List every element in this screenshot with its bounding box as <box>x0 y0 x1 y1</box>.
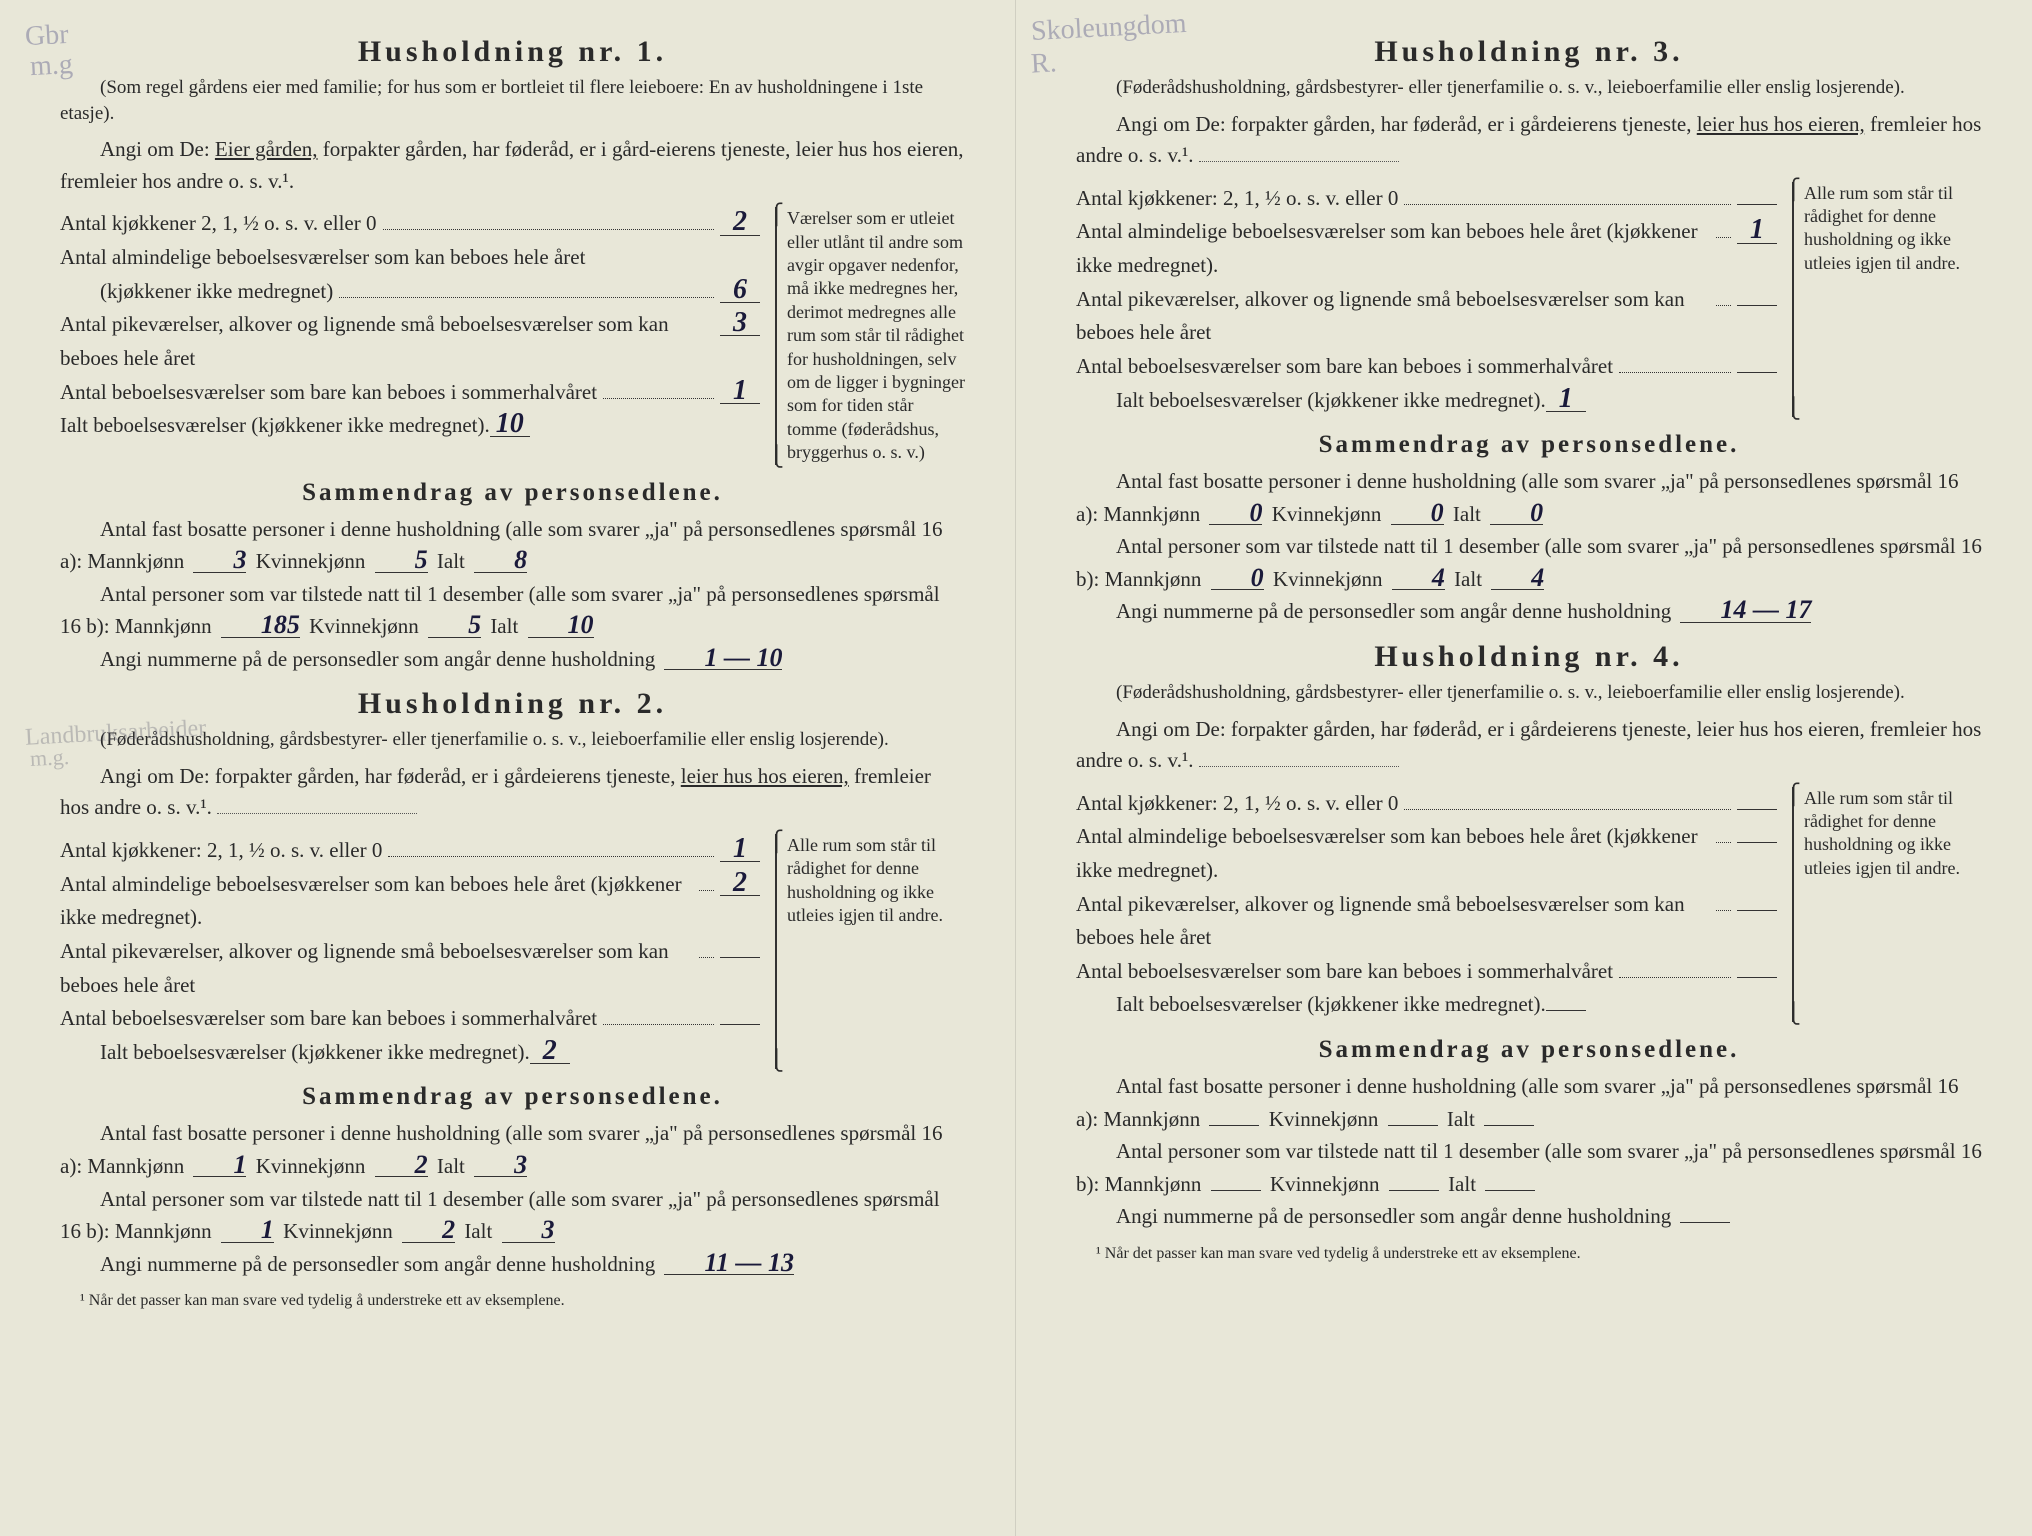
intro-text: (Som regel gårdens eier med familie; for… <box>60 75 965 126</box>
pencil-note: Gbr <box>24 19 69 53</box>
perm-t: 8 <box>474 548 527 572</box>
summer-value <box>720 1024 760 1025</box>
pencil-note: m.g. <box>29 744 69 772</box>
right-page: Skoleungdom R. Husholdning nr. 3. (Føder… <box>1016 0 2032 1536</box>
num-line: Angi nummerne på de personsedler som ang… <box>60 643 965 676</box>
summary-title: Sammendrag av personsedlene. <box>60 479 965 507</box>
angi-line: Angi om De: forpakter gården, har føderå… <box>60 761 965 824</box>
left-page: Gbr m.g Landbruksarbeider m.g. Husholdni… <box>0 0 1016 1536</box>
total-value: 2 <box>530 1038 570 1064</box>
perm-line: Antal fast bosatte personer i denne hush… <box>60 513 965 578</box>
pres-line: Antal personer som var tilstede natt til… <box>60 578 965 643</box>
perm-m: 3 <box>193 548 246 572</box>
total-label: Ialt beboelsesværelser (kjøkkener ikke m… <box>60 409 490 443</box>
total-value: 10 <box>490 411 530 437</box>
household-2: Husholdning nr. 2. (Føderådshusholdning,… <box>60 687 965 1280</box>
summary-title: Sammendrag av personsedlene. <box>60 1083 965 1111</box>
household-title: Husholdning nr. 1. <box>60 35 965 69</box>
household-4: Husholdning nr. 4. (Føderådshusholdning,… <box>1076 640 1982 1233</box>
summer-value: 1 <box>720 378 760 404</box>
perm-k: 5 <box>375 548 428 572</box>
footnote: ¹ Når det passer kan man svare ved tydel… <box>1076 1245 1982 1263</box>
pres-k: 5 <box>428 613 481 637</box>
rooms-year-sub: (kjøkkener ikke medregnet) <box>100 275 333 309</box>
rooms-year-value: 6 <box>720 277 760 303</box>
summer-label: Antal beboelsesværelser som bare kan beb… <box>60 376 597 410</box>
kitchens-label: Antal kjøkkener 2, 1, ½ o. s. v. eller 0 <box>60 207 377 241</box>
rooms-year-value: 2 <box>720 870 760 896</box>
pres-t: 10 <box>528 613 594 637</box>
household-title: Husholdning nr. 3. <box>1076 35 1982 69</box>
rooms-block: Antal kjøkkener 2, 1, ½ o. s. v. eller 0… <box>60 207 965 464</box>
rooms-year-label: Antal almindelige beboelsesværelser som … <box>60 241 585 275</box>
brace-note: Værelser som er utleiet eller utlånt til… <box>775 207 965 464</box>
household-3: Husholdning nr. 3. (Føderådshusholdning,… <box>1076 35 1982 628</box>
footnote: ¹ Når det passer kan man svare ved tydel… <box>60 1292 965 1310</box>
num-value: 1 — 10 <box>664 646 782 670</box>
maid-value <box>720 957 760 958</box>
angi-pre: Angi om De: <box>100 137 215 161</box>
rooms-block: Antal kjøkkener: 2, 1, ½ o. s. v. eller … <box>60 834 965 1070</box>
angi-line: Angi om De: Eier gården, forpakter gårde… <box>60 134 965 197</box>
kitchens-value: 2 <box>720 209 760 235</box>
pencil-note: m.g <box>29 49 73 83</box>
household-1: Husholdning nr. 1. (Som regel gårdens ei… <box>60 35 965 675</box>
pencil-note: R. <box>1030 47 1057 80</box>
household-title: Husholdning nr. 4. <box>1076 640 1982 674</box>
maid-label: Antal pikeværelser, alkover og lignende … <box>60 308 720 375</box>
maid-value: 3 <box>720 310 760 336</box>
pres-m: 185 <box>221 613 300 637</box>
brace-note: Alle rum som står til rådighet for denne… <box>775 834 965 1070</box>
angi-underline: Eier gården, <box>215 137 318 161</box>
kitchens-value: 1 <box>720 836 760 862</box>
